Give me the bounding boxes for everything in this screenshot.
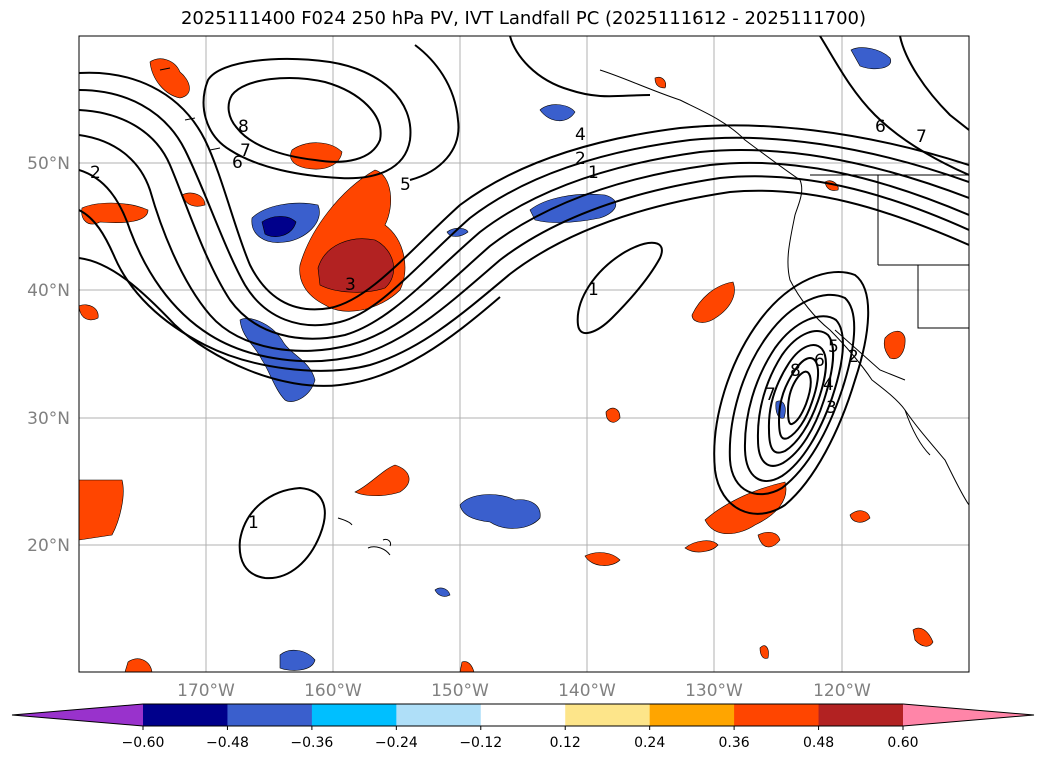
longitude-labels: 170°W 160°W 150°W 140°W 130°W 120°W [177, 681, 871, 701]
contour-label: 7 [765, 385, 776, 405]
contour-label: 3 [345, 275, 356, 295]
contour-label: 1 [248, 513, 259, 533]
lat-label: 20°N [27, 536, 70, 556]
colorbar-tick-label: 0.12 [550, 735, 581, 751]
colorbar-tick-label: −0.48 [206, 735, 249, 751]
gridlines [79, 36, 969, 672]
lon-label: 160°W [304, 681, 362, 701]
colorbar-tick-label: −0.60 [122, 735, 165, 751]
contour-label: 6 [875, 117, 886, 137]
lon-label: 120°W [813, 681, 871, 701]
colorbar-swatch [227, 704, 313, 726]
coastlines [159, 67, 969, 556]
colorbar-swatch [649, 704, 735, 726]
ivt-contours [79, 36, 969, 580]
contour-label: 4 [823, 375, 834, 395]
contour-label: 1 [588, 163, 599, 183]
plot-border [78, 35, 970, 673]
contour-label: 8 [790, 361, 801, 381]
lon-label: 130°W [685, 681, 743, 701]
colorbar-swatch [311, 704, 397, 726]
colorbar-swatch [818, 704, 904, 726]
contour-label: 5 [400, 175, 411, 195]
colorbar: −0.60 −0.48 −0.36 −0.24 −0.12 0.12 0.24 0.36 0.4… [11, 703, 1035, 751]
map-title: 2025111400 F024 250 hPa PV, IVT Landfall… [180, 8, 867, 29]
contour-label: 7 [240, 141, 251, 161]
latitude-labels: 50°N 40°N 30°N 20°N [27, 154, 70, 556]
positive-anomaly-patches [79, 58, 934, 672]
contour-label: 2 [90, 163, 101, 183]
colorbar-tick-label: −0.36 [290, 735, 333, 751]
lon-label: 170°W [177, 681, 235, 701]
lat-label: 30°N [27, 409, 70, 429]
colorbar-tick-label: −0.24 [375, 735, 418, 751]
contour-label: 3 [826, 398, 837, 418]
colorbar-swatch [565, 704, 651, 726]
contour-label: 1 [588, 280, 599, 300]
colorbar-swatch [143, 704, 228, 726]
contour-label: 6 [232, 153, 243, 173]
contour-label: 2 [575, 149, 586, 169]
lon-label: 140°W [558, 681, 616, 701]
lat-label: 40°N [27, 281, 70, 301]
colorbar-tick-label: −0.12 [459, 735, 502, 751]
contour-label: 4 [575, 125, 586, 145]
colorbar-swatch [480, 704, 566, 726]
colorbar-swatch [396, 704, 482, 726]
negative-anomaly-patches [239, 47, 892, 671]
colorbar-tick-label: 0.36 [719, 735, 750, 751]
contour-label: 8 [238, 117, 249, 137]
lon-label: 150°W [431, 681, 489, 701]
colorbar-extend-max [903, 704, 1034, 726]
contour-label: 5 [828, 337, 839, 357]
lat-label: 50°N [27, 154, 70, 174]
contour-labels: 2 6 7 8 5 3 4 2 1 1 1 7 8 6 5 4 3 6 7 2 [90, 117, 927, 533]
contour-label: 6 [814, 351, 825, 371]
colorbar-tick-label: 0.60 [887, 735, 918, 751]
contour-label: 2 [848, 347, 859, 367]
colorbar-tick-label: 0.48 [803, 735, 834, 751]
contour-label: 7 [916, 127, 927, 147]
colorbar-extend-min [12, 704, 143, 726]
colorbar-tick-label: 0.24 [634, 735, 665, 751]
colorbar-swatch [734, 704, 820, 726]
